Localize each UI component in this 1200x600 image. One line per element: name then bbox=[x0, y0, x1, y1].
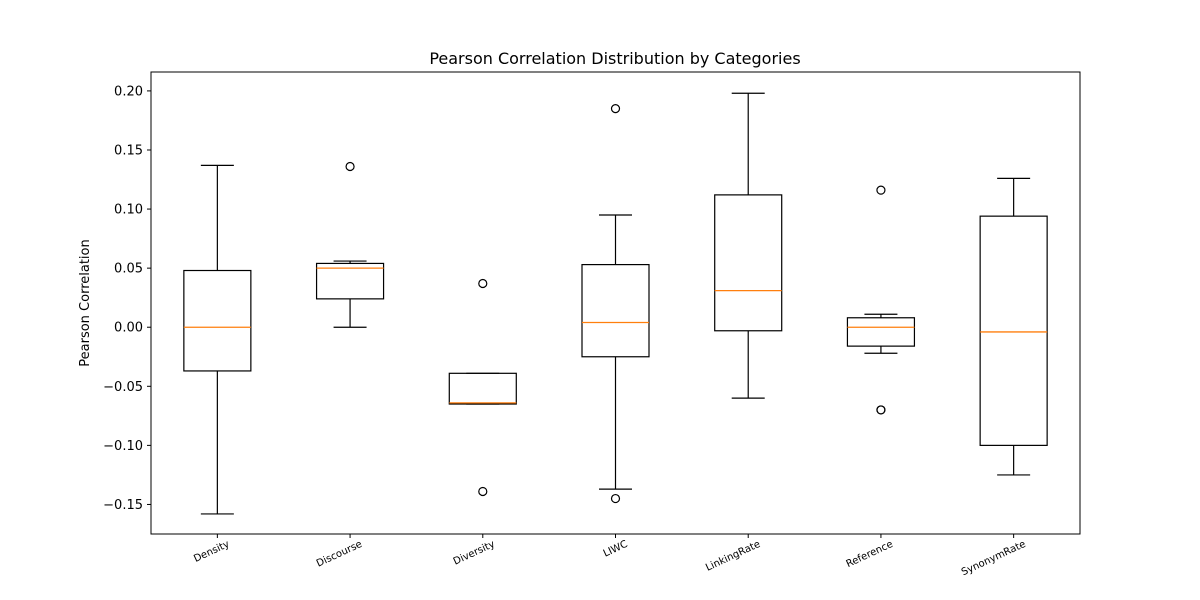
outlier-point bbox=[876, 405, 886, 415]
y-tick-label: 0.05 bbox=[114, 262, 143, 277]
box-liwc bbox=[581, 263, 650, 358]
chart-title: Pearson Correlation Distribution by Cate… bbox=[429, 49, 800, 68]
x-tick-label: Reference bbox=[845, 539, 895, 570]
outlier-point bbox=[478, 278, 488, 289]
outlier-point bbox=[478, 486, 488, 497]
y-tick-label: 0.10 bbox=[114, 203, 143, 218]
y-tick-label: −0.10 bbox=[103, 439, 143, 454]
box-discourse bbox=[315, 262, 385, 300]
y-tick-label: −0.05 bbox=[103, 380, 143, 395]
x-tick-label: Density bbox=[192, 539, 231, 565]
y-tick-label: 0.15 bbox=[114, 143, 143, 158]
box-synonymrate bbox=[979, 215, 1048, 446]
box-reference bbox=[846, 317, 916, 347]
outlier-point bbox=[610, 493, 621, 504]
y-tick-label: 0.00 bbox=[114, 321, 143, 336]
y-tick-label: 0.20 bbox=[114, 84, 143, 99]
outlier-point bbox=[345, 161, 355, 172]
x-tick-label: SynonymRate bbox=[960, 539, 1028, 578]
chart-marks: −0.15 −0.10 −0.05 0.00 0.05 0.10 0.15 0.20 Densi… bbox=[103, 84, 1048, 578]
x-tick-label: Diversity bbox=[452, 539, 497, 568]
box-linkingrate bbox=[714, 194, 783, 332]
box-density bbox=[183, 269, 252, 372]
box-diversity bbox=[448, 372, 517, 405]
x-tick-label: LinkingRate bbox=[704, 539, 762, 574]
y-axis-label: Pearson Correlation bbox=[78, 239, 93, 366]
x-tick-label: Discourse bbox=[315, 539, 364, 570]
outlier-point bbox=[610, 104, 621, 114]
outlier-point bbox=[876, 185, 886, 195]
x-tick-label: LIWC bbox=[602, 539, 630, 560]
plot-area-frame bbox=[150, 71, 1081, 535]
y-tick-label: −0.15 bbox=[103, 498, 143, 513]
